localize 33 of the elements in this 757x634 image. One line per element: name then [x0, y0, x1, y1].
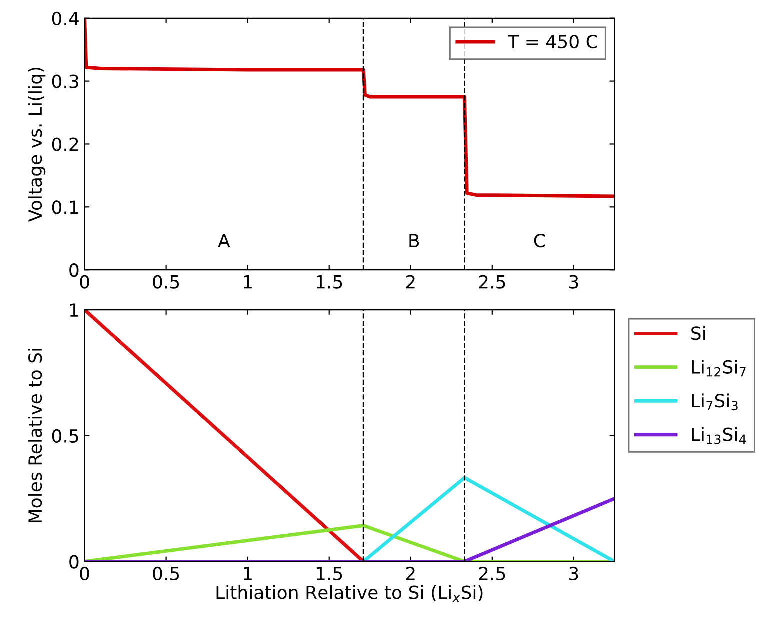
y-tick-label: 0: [70, 555, 79, 569]
annotation: B: [410, 234, 420, 248]
y-axis-title: Moles Relative to Si: [28, 349, 42, 522]
y-tick-label: 1: [70, 304, 78, 317]
annotation: C: [534, 234, 546, 248]
legend-label: T = 450 C: [508, 34, 598, 49]
x-tick-label: 1: [244, 567, 252, 580]
x-tick-label: 3: [570, 566, 578, 581]
x-tick-label: 0.5: [153, 566, 180, 581]
legend-label: Si: [692, 326, 706, 340]
y-axis-title: Voltage vs. Li(liq): [28, 68, 46, 222]
legend-label: Li$_{12}$Si$_{7}$: [692, 360, 746, 377]
x-tick-label: 0: [80, 566, 90, 581]
x-tick-label: 2: [406, 275, 415, 289]
x-axis-title: Lithiation Relative to Si (Li$_{x}$Si): [216, 585, 483, 602]
y-tick-label: 0.5: [52, 429, 78, 443]
annotation: A: [218, 234, 230, 248]
y-tick-label: 0.2: [52, 138, 78, 152]
x-tick-label: 2.5: [479, 275, 506, 289]
x-tick-label: 3: [570, 275, 578, 289]
x-tick-label: 0: [80, 275, 90, 289]
x-tick-label: 1.5: [316, 276, 342, 289]
legend-label: Li$_{7}$Si$_{3}$: [692, 394, 738, 411]
y-tick-label: 0.4: [52, 12, 79, 26]
x-tick-label: 1: [244, 276, 252, 289]
x-tick-label: 2.5: [479, 566, 506, 581]
y-tick-label: 0: [70, 264, 79, 278]
x-tick-label: 2: [406, 566, 415, 580]
y-tick-label: 0.3: [52, 74, 78, 88]
x-tick-label: 0.5: [153, 275, 180, 289]
x-tick-label: 1.5: [316, 567, 342, 581]
y-tick-label: 0.1: [52, 200, 78, 214]
legend-label: Li$_{13}$Si$_{4}$: [692, 427, 746, 444]
